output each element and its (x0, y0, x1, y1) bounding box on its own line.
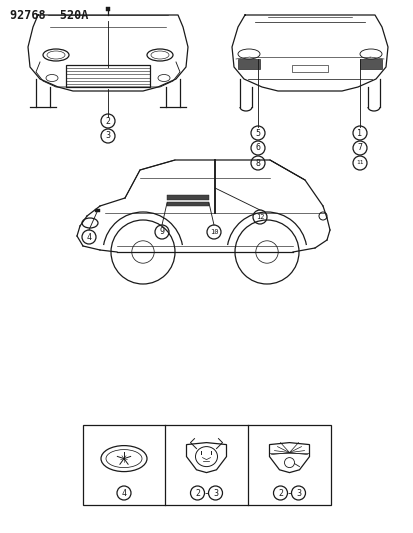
Text: 4: 4 (86, 232, 91, 241)
Text: 10: 10 (209, 229, 218, 235)
Bar (359, 59, 381, 69)
Text: 92768  520A: 92768 520A (10, 9, 88, 22)
Bar (66, 65, 150, 87)
Text: 12: 12 (255, 214, 263, 220)
Text: 3: 3 (295, 489, 300, 497)
Text: -: - (287, 488, 291, 498)
Text: 4: 4 (121, 489, 126, 497)
Text: 7: 7 (357, 143, 362, 152)
Text: 2: 2 (105, 117, 110, 125)
Bar (83, 425, 330, 505)
Bar (166, 202, 209, 206)
Text: 6: 6 (255, 143, 260, 152)
Bar (237, 59, 259, 69)
Text: -: - (204, 488, 208, 498)
Text: 11: 11 (356, 160, 363, 166)
Text: 3: 3 (212, 489, 218, 497)
Bar (166, 195, 209, 200)
Text: 1: 1 (357, 128, 362, 138)
Text: 5: 5 (255, 128, 260, 138)
Bar (95, 209, 100, 212)
Text: 2: 2 (195, 489, 199, 497)
Text: 3: 3 (105, 132, 110, 141)
Text: 8: 8 (255, 158, 260, 167)
Bar (291, 65, 327, 72)
Bar (106, 7, 110, 11)
Text: 2: 2 (277, 489, 282, 497)
Text: 9: 9 (159, 228, 164, 237)
